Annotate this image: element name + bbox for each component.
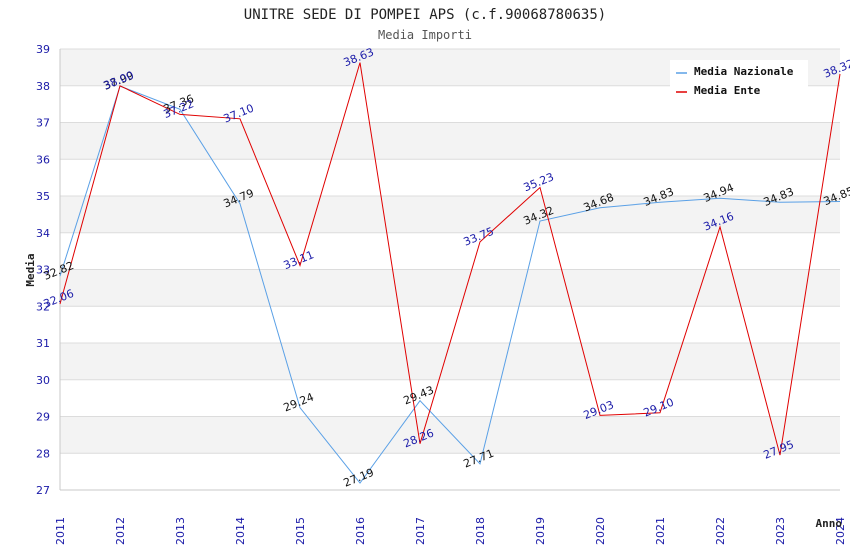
x-tick-label: 2022: [714, 517, 727, 545]
x-tick-label: 2017: [414, 517, 427, 545]
x-tick-label: 2021: [654, 517, 667, 545]
y-tick-label: 35: [36, 190, 50, 203]
grid-band: [60, 343, 840, 380]
x-tick-label: 2023: [774, 517, 787, 545]
legend: Media Nazionale Media Ente: [670, 60, 808, 104]
legend-label-ente: Media Ente: [694, 84, 761, 97]
grid-bands: [60, 49, 840, 490]
x-tick-label: 2013: [174, 517, 187, 545]
grid-band: [60, 416, 840, 454]
y-tick-label: 27: [36, 484, 50, 497]
grid-band: [60, 306, 840, 343]
grid-band: [60, 269, 840, 307]
chart-title: UNITRE SEDE DI POMPEI APS (c.f.900687806…: [244, 7, 606, 23]
y-tick-label: 36: [36, 153, 50, 166]
x-axis-label: Anno: [816, 517, 843, 530]
series-lines: [59, 62, 841, 484]
y-tick-label: 30: [36, 374, 50, 387]
grid-band: [60, 379, 840, 417]
x-tick-label: 2014: [234, 517, 247, 545]
legend-label-nazionale: Media Nazionale: [694, 65, 794, 78]
y-tick-label: 34: [36, 227, 50, 240]
series-line-ente: [59, 62, 841, 456]
plot-area: [59, 48, 840, 491]
y-tick-label: 37: [36, 117, 50, 130]
y-axis-ticks: 27 28 29 30 31 32 33 34 35 36 37 38 39: [36, 43, 50, 497]
legend-box: [670, 60, 808, 104]
x-tick-label: 2024: [834, 517, 847, 545]
x-tick-label: 2016: [354, 517, 367, 545]
y-tick-label: 31: [36, 337, 50, 350]
chart-subtitle: Media Importi: [378, 28, 472, 42]
series-line-nazionale: [59, 85, 841, 484]
y-tick-label: 38: [36, 80, 50, 93]
x-tick-label: 2020: [594, 517, 607, 545]
grid-band: [60, 232, 840, 270]
grid-band: [60, 196, 840, 233]
y-tick-label: 28: [36, 447, 50, 460]
x-tick-label: 2012: [114, 517, 127, 545]
y-tick-label: 29: [36, 411, 50, 424]
x-tick-label: 2015: [294, 517, 307, 545]
x-tick-label: 2011: [54, 517, 67, 545]
x-tick-label: 2019: [534, 517, 547, 545]
x-tick-label: 2018: [474, 517, 487, 545]
y-tick-label: 39: [36, 43, 50, 56]
y-tick-label: 32: [36, 300, 50, 313]
grid-band: [60, 122, 840, 160]
grid-band: [60, 453, 840, 490]
grid-band: [60, 159, 840, 196]
y-axis-label: Media: [24, 253, 37, 286]
y-tick-label: 33: [36, 264, 50, 277]
x-axis-ticks: 2011 2012 2013 2014 2015 2016 2017 2018 2019 2020…: [54, 517, 847, 545]
